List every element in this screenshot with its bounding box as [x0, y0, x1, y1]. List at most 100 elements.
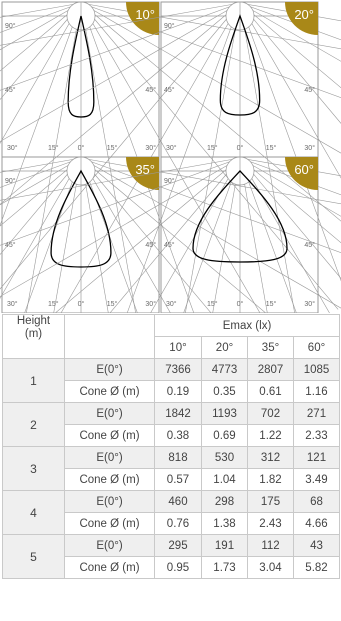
illuminance-value: 191 [201, 534, 248, 557]
label-90: 90° [164, 22, 175, 30]
table-row: 5 E(0°) 295 191 112 43 [2, 534, 340, 579]
angle-header: 60° [293, 336, 340, 359]
cone-label: Cone Ø (m) [64, 380, 155, 403]
cone-label: Cone Ø (m) [64, 468, 155, 491]
angle-header: 10° [154, 336, 202, 359]
illuminance-label: E(0°) [64, 402, 155, 425]
beam-angle-badge [285, 2, 318, 35]
angle-header: 35° [247, 336, 294, 359]
polar-diagram-grid: 10° 90° 45° 45° 30° 15° 0° 15° 30° 20° 90° 45° 45° 30… [0, 1, 341, 313]
beam-angle-badge [126, 2, 159, 35]
cone-value: 0.61 [247, 380, 294, 403]
cone-value: 1.82 [247, 468, 294, 491]
cone-value: 1.04 [201, 468, 248, 491]
cone-value: 3.49 [293, 468, 340, 491]
height-value: 3 [2, 446, 65, 491]
polar-diagrams-svg: 10° 90° 45° 45° 30° 15° 0° 15° 30° 20° 90° 45° 45° 30… [0, 1, 341, 313]
table-header-row: Height (m) Emax (lx) [2, 314, 340, 359]
cone-value: 1.73 [201, 556, 248, 579]
illuminance-label: E(0°) [64, 534, 155, 557]
height-header: Height (m) [2, 314, 65, 359]
table-row: Cone Ø (m) 0.95 1.73 3.04 5.82 [3, 556, 340, 579]
label-45-left: 45° [5, 86, 16, 94]
beam-angle-label: 20° [294, 7, 314, 22]
cone-value: 0.57 [154, 468, 202, 491]
cone-value: 0.35 [201, 380, 248, 403]
cone-value: 3.04 [247, 556, 294, 579]
label-15-left: 15° [207, 144, 218, 152]
illuminance-value: 1085 [293, 358, 340, 381]
table-row: Cone Ø (m) 0.76 1.38 2.43 4.66 [3, 512, 340, 535]
beam-angle-badge [126, 157, 159, 190]
illuminance-value: 1842 [154, 402, 202, 425]
label-30-right: 30° [304, 144, 315, 152]
light-distribution-curve [219, 14, 261, 116]
cone-value: 0.69 [201, 424, 248, 447]
cone-value: 2.33 [293, 424, 340, 447]
label-30-left: 30° [7, 300, 18, 308]
light-distribution-curve [192, 170, 288, 263]
label-90: 90° [164, 177, 175, 185]
height-value: 1 [2, 358, 65, 403]
label-45-right: 45° [145, 241, 156, 249]
illuminance-value: 112 [247, 534, 294, 557]
height-value: 4 [2, 490, 65, 535]
polar-diagram-35: 35° 90° 45° 45° 30° 15° 0° 15° 30° [0, 156, 341, 313]
cone-label: Cone Ø (m) [64, 424, 155, 447]
cone-label: Cone Ø (m) [64, 556, 155, 579]
illuminance-value: 702 [247, 402, 294, 425]
label-45-left: 45° [5, 241, 16, 249]
cone-value: 0.19 [154, 380, 202, 403]
table-row: 3 E(0°) 818 530 312 121 [2, 446, 340, 491]
cone-value: 0.95 [154, 556, 202, 579]
polar-grid-rays [0, 157, 341, 313]
label-0: 0° [78, 144, 85, 152]
illuminance-value: 7366 [154, 358, 202, 381]
label-30-left: 30° [7, 144, 18, 152]
cone-value: 1.16 [293, 380, 340, 403]
illuminance-value: 530 [201, 446, 248, 469]
light-distribution-curve [50, 169, 112, 268]
label-15-right: 15° [266, 300, 277, 308]
illuminance-value: 295 [154, 534, 202, 557]
label-15-left: 15° [48, 300, 59, 308]
table-row: Cone Ø (m) 0.38 0.69 1.22 2.33 [3, 424, 340, 447]
label-0: 0° [237, 144, 244, 152]
label-90: 90° [5, 177, 16, 185]
label-30-right: 30° [145, 300, 156, 308]
label-30-left: 30° [166, 300, 177, 308]
beam-angle-label: 60° [294, 162, 314, 177]
light-distribution-curve [67, 15, 95, 118]
cone-value: 4.66 [293, 512, 340, 535]
beam-angle-label: 10° [135, 7, 155, 22]
illuminance-label: E(0°) [64, 446, 155, 469]
label-0: 0° [78, 300, 85, 308]
table-row: 2 E(0°) 1842 1193 702 271 [2, 402, 340, 447]
label-45-right: 45° [304, 86, 315, 94]
label-15-right: 15° [107, 300, 118, 308]
illuminance-value: 4773 [201, 358, 248, 381]
polar-diagram-60: 60° 90° 45° 45° 30° 15° 0° 15° 30° [0, 156, 341, 313]
label-30-right: 30° [145, 144, 156, 152]
polar-diagram-10: 10° 90° 45° 45° 30° 15° 0° 15° 30° [0, 1, 341, 313]
table-angle-row: 10° 20° 35° 60° [3, 336, 340, 359]
illuminance-value: 43 [293, 534, 340, 557]
illuminance-value: 271 [293, 402, 340, 425]
cone-label: Cone Ø (m) [64, 512, 155, 535]
cone-value: 0.38 [154, 424, 202, 447]
angle-header: 20° [201, 336, 248, 359]
label-45-left: 45° [164, 86, 175, 94]
cone-value: 0.76 [154, 512, 202, 535]
table-body: Height (m) Emax (lx) 10° 20° 35° 60° 1 E(0°) 7366… [2, 314, 340, 579]
cone-value: 1.38 [201, 512, 248, 535]
illuminance-value: 298 [201, 490, 248, 513]
label-45-right: 45° [304, 241, 315, 249]
label-15-right: 15° [107, 144, 118, 152]
cone-value: 5.82 [293, 556, 340, 579]
label-45-right: 45° [145, 86, 156, 94]
label-15-right: 15° [266, 144, 277, 152]
illuminance-value: 175 [247, 490, 294, 513]
photometric-table: Height (m) Emax (lx) 10° 20° 35° 60° 1 E(0°) 7366… [2, 314, 340, 579]
illuminance-value: 121 [293, 446, 340, 469]
blank-header [64, 314, 155, 359]
